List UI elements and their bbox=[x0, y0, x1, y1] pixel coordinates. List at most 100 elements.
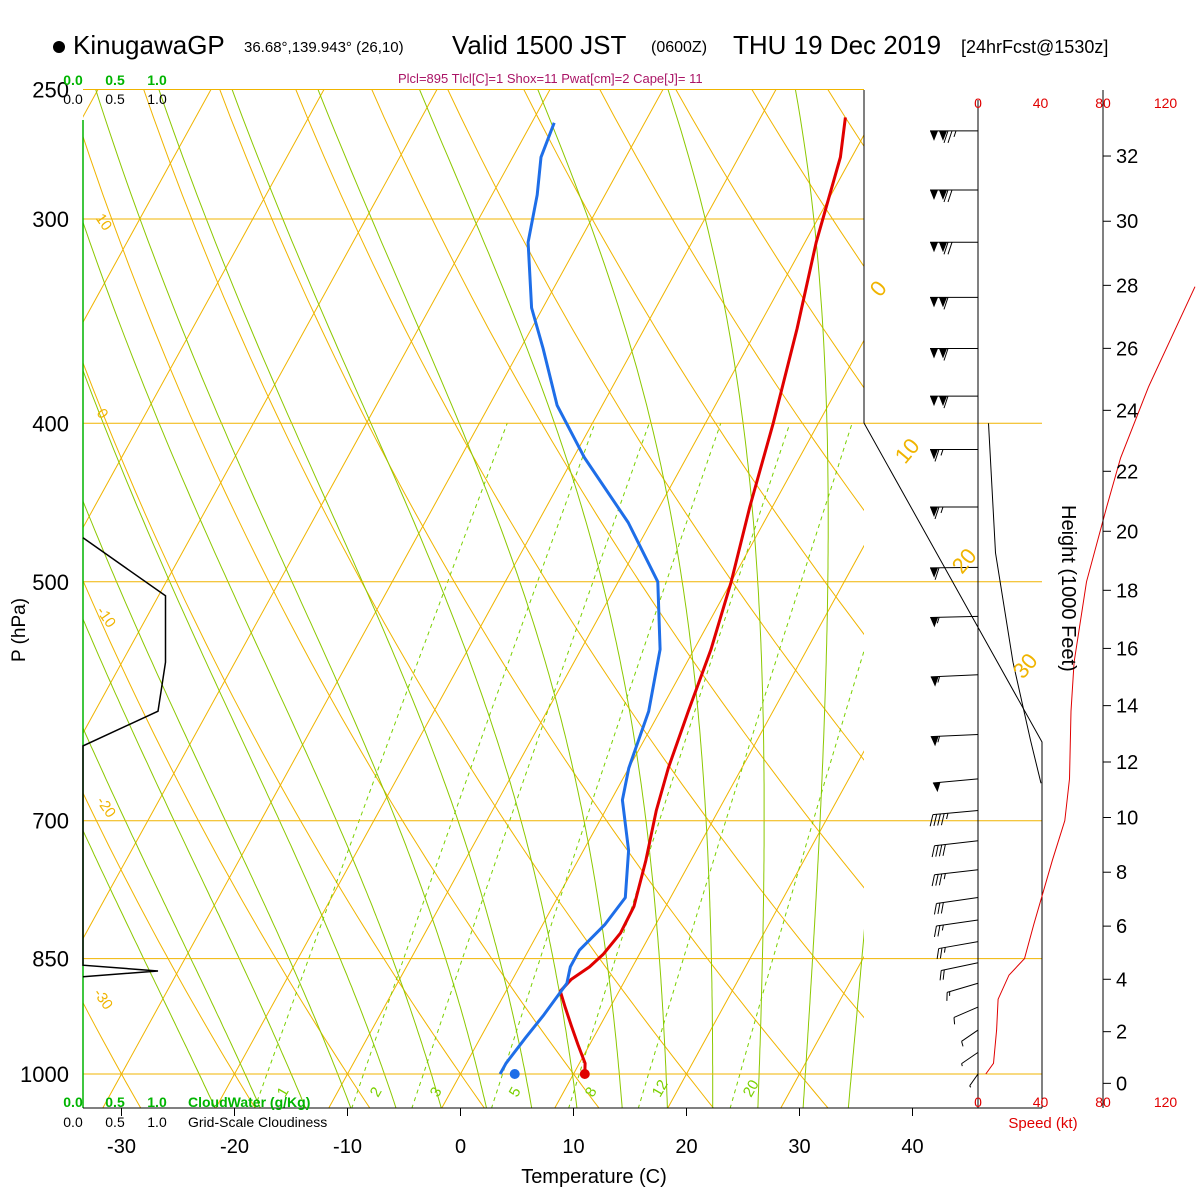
dry-adiabat-line bbox=[295, 90, 864, 1019]
height-tick-label: 4 bbox=[1116, 969, 1127, 991]
utc-time: (0600Z) bbox=[651, 39, 708, 56]
height-tick-label: 26 bbox=[1116, 338, 1138, 360]
isotherm-line bbox=[780, 955, 864, 1108]
height-tick-label: 0 bbox=[1116, 1073, 1127, 1095]
station-dot-icon bbox=[53, 41, 65, 53]
moist-adiabat-line bbox=[537, 90, 714, 1108]
stability-indices: Plcl=895 Tlcl[C]=1 Shox=11 Pwat[cm]=2 Ca… bbox=[398, 71, 703, 86]
cloudwater-tick-bottom: 0.5 bbox=[105, 1094, 125, 1110]
dry-adiabat-line bbox=[371, 90, 864, 889]
speed-tick-bottom: 40 bbox=[1033, 1094, 1049, 1110]
moist-adiabat-line bbox=[95, 90, 487, 1108]
mixing-ratio-label: 2 bbox=[367, 1084, 386, 1100]
dry-adiabat-label: 10 bbox=[92, 211, 115, 234]
isotherm-line bbox=[83, 90, 438, 735]
cloudwater-tick-top: 0.5 bbox=[105, 72, 125, 88]
dry-adiabat-line bbox=[83, 791, 256, 1108]
series-line-dewpoint bbox=[498, 122, 662, 1075]
dry-adiabat-line bbox=[895, 75, 1200, 1142]
moist-adiabat-line bbox=[419, 90, 668, 1108]
moist-adiabat-line bbox=[83, 617, 307, 1108]
isotherm-line bbox=[988, 75, 1200, 1142]
mixing-ratio-line bbox=[491, 423, 722, 1108]
speed-axis-label: Speed (kt) bbox=[1008, 1115, 1077, 1132]
wind-barb bbox=[969, 1073, 979, 1088]
station-coords: 36.68°,139.943° (26,10) bbox=[244, 39, 404, 56]
wind-barb bbox=[961, 1051, 979, 1067]
speed-tick-top: 120 bbox=[1154, 95, 1178, 111]
wind-barb bbox=[930, 296, 978, 310]
moist-adiabat-line bbox=[83, 499, 352, 1108]
cloudiness-tick-bottom: 0.5 bbox=[105, 1114, 125, 1130]
wind-barb bbox=[930, 566, 979, 580]
isotherm-line bbox=[875, 75, 1200, 1142]
speed-tick-bottom: 120 bbox=[1154, 1094, 1178, 1110]
moist-adiabat-line bbox=[83, 220, 442, 1108]
cloudwater-axis-label: CloudWater (g/Kg) bbox=[188, 1094, 310, 1110]
mixing-ratio-line bbox=[729, 649, 864, 1108]
surface-point-dewpoint bbox=[509, 1069, 520, 1079]
temperature-tick-label: 10 bbox=[562, 1136, 584, 1158]
wind-barb bbox=[933, 919, 979, 937]
wind-barb bbox=[930, 674, 979, 687]
pressure-tick-label: 300 bbox=[32, 207, 69, 232]
pressure-tick-label: 500 bbox=[32, 570, 69, 595]
temperature-tick-label: -10 bbox=[333, 1136, 362, 1158]
wind-barb bbox=[930, 395, 978, 409]
isotherm-line bbox=[328, 133, 864, 1108]
cloudwater-tick-top: 1.0 bbox=[147, 72, 167, 88]
moist-adiabat-label: 0 bbox=[865, 276, 892, 301]
isotherm-line bbox=[441, 339, 864, 1108]
moist-adiabat-label: 20 bbox=[947, 543, 982, 578]
wind-barb bbox=[933, 897, 979, 915]
dry-adiabat-line bbox=[83, 361, 485, 1108]
wind-barb bbox=[930, 615, 979, 628]
isotherm-line bbox=[83, 90, 551, 940]
moist-adiabat-line bbox=[231, 90, 578, 1108]
dry-adiabat-line bbox=[83, 1001, 142, 1108]
mixing-ratio-label: 12 bbox=[649, 1077, 672, 1100]
dry-adiabat-line bbox=[1121, 75, 1200, 1142]
wind-barb bbox=[953, 1006, 979, 1025]
dry-adiabat-label: -20 bbox=[93, 794, 119, 822]
wind-barb bbox=[930, 734, 979, 747]
temperature-tick-label: -20 bbox=[220, 1136, 249, 1158]
pressure-tick-label: 250 bbox=[32, 78, 69, 103]
cloudwater-tick-bottom: 0.0 bbox=[63, 1094, 83, 1110]
isotherm-line bbox=[102, 90, 664, 1108]
pressure-axis-label: P (hPa) bbox=[9, 598, 30, 662]
temperature-tick-label: 30 bbox=[788, 1136, 810, 1158]
wind-barb bbox=[930, 448, 978, 462]
mixing-ratio-line bbox=[411, 423, 650, 1108]
cloudiness-tick-bottom: 0.0 bbox=[63, 1114, 83, 1130]
surface-point-temperature bbox=[579, 1069, 590, 1079]
background-lines bbox=[83, 75, 1200, 1142]
height-tick-label: 30 bbox=[1116, 211, 1138, 233]
moist-adiabat-label: 10 bbox=[890, 433, 925, 468]
mixing-ratio-line bbox=[637, 423, 853, 1108]
speed-tick-bottom: 80 bbox=[1095, 1094, 1111, 1110]
series-line-temperature bbox=[558, 117, 847, 1075]
cloudiness-tick-top: 0.5 bbox=[105, 91, 125, 107]
isotherm-line bbox=[215, 90, 777, 1108]
speed-tick-top: 40 bbox=[1033, 95, 1049, 111]
moist-adiabat-line bbox=[83, 829, 216, 1108]
wind-barb bbox=[931, 869, 979, 887]
dry-adiabat-line bbox=[83, 134, 600, 1108]
mixing-ratio-line bbox=[568, 423, 791, 1108]
cloudiness-axis-label: Grid-Scale Cloudiness bbox=[188, 1114, 327, 1130]
station-name: KinugawaGP bbox=[73, 30, 225, 60]
moist-adiabat-line bbox=[158, 90, 533, 1108]
pressure-tick-label: 850 bbox=[32, 947, 69, 972]
height-tick-label: 20 bbox=[1116, 521, 1138, 543]
dry-adiabat-line bbox=[599, 90, 864, 512]
height-tick-label: 16 bbox=[1116, 638, 1138, 660]
moist-adiabat-line bbox=[83, 369, 397, 1108]
wind-barb bbox=[930, 241, 978, 255]
moist-adiabat-line bbox=[317, 90, 623, 1108]
height-tick-label: 22 bbox=[1116, 461, 1138, 483]
moist-adiabat-line bbox=[667, 90, 765, 1108]
isotherm-line bbox=[554, 544, 864, 1108]
dry-adiabat-line bbox=[827, 90, 864, 148]
